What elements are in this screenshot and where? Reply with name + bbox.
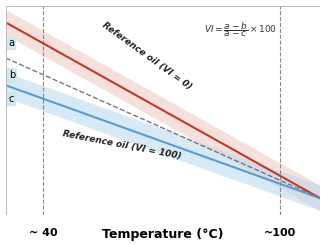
Text: b: b bbox=[9, 70, 15, 80]
Text: ~100: ~100 bbox=[263, 228, 296, 238]
Text: Temperature (°C): Temperature (°C) bbox=[102, 228, 224, 241]
Text: ~ 40: ~ 40 bbox=[29, 228, 58, 238]
Text: $VI = \dfrac{a-b}{a-c} \times 100$: $VI = \dfrac{a-b}{a-c} \times 100$ bbox=[204, 20, 277, 39]
Text: a: a bbox=[9, 38, 15, 49]
Polygon shape bbox=[6, 73, 320, 211]
Text: Reference oil (VI = 0): Reference oil (VI = 0) bbox=[100, 21, 193, 91]
Text: c: c bbox=[9, 94, 14, 104]
Polygon shape bbox=[6, 10, 320, 211]
Text: Reference oil (VI = 100): Reference oil (VI = 100) bbox=[62, 129, 183, 160]
